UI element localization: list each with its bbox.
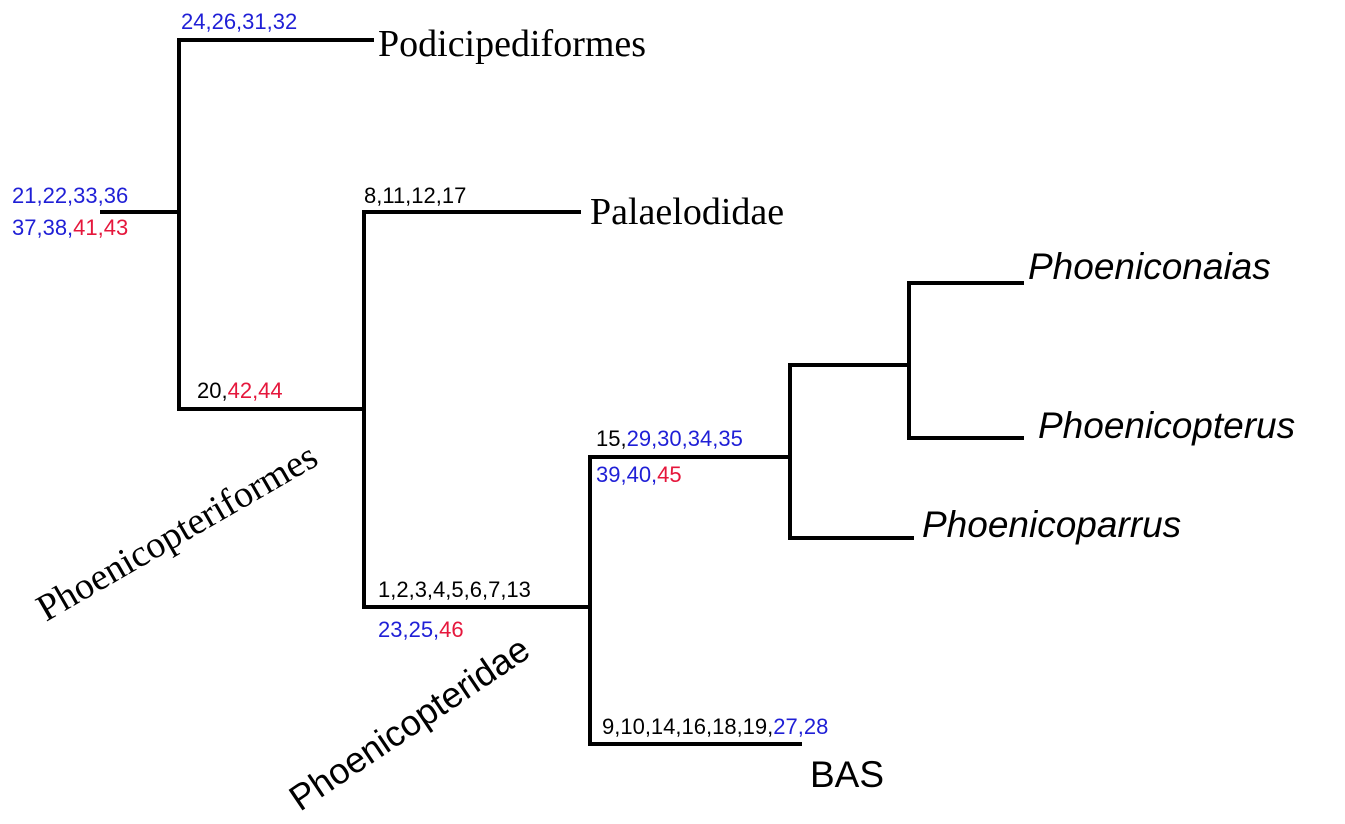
character-segment: 24,26,31,32 (181, 9, 297, 34)
character-segment: 1,2,3,4,5,6,7,13 (378, 577, 531, 602)
clade-phoenicopteridae: Phoenicopteridae (282, 628, 537, 819)
taxon-phoenicopterus: Phoenicopterus (1038, 405, 1295, 446)
character-labels: 24,26,31,32 21,22,33,36 37,38,41,43 8,11… (12, 9, 828, 739)
character-segment: 29,30,34,35 (627, 426, 743, 451)
character-segment: 27,28 (773, 714, 828, 739)
taxon-phoenicoparrus: Phoenicoparrus (922, 504, 1181, 545)
characters-crown-line2: 39,40,45 (596, 462, 682, 487)
characters-bas: 9,10,14,16,18,19,27,28 (602, 714, 828, 739)
characters-palaelodidae: 8,11,12,17 (364, 183, 466, 208)
taxon-phoeniconaias: Phoeniconaias (1028, 246, 1271, 287)
taxon-bas: BAS (810, 754, 884, 795)
character-segment: 9,10,14,16,18,19, (602, 714, 773, 739)
character-segment: 42,44 (228, 378, 283, 403)
character-segment: 8,11,12,17 (364, 183, 466, 208)
characters-crown-line1: 15,29,30,34,35 (596, 426, 743, 451)
tree-branches (100, 38, 1024, 746)
characters-podicipediformes: 24,26,31,32 (181, 9, 297, 34)
characters-phoenicopteridae-line1: 1,2,3,4,5,6,7,13 (378, 577, 531, 602)
characters-root-line1: 21,22,33,36 (12, 183, 128, 208)
characters-phoenicopteriformes: 20,42,44 (197, 378, 283, 403)
clade-phoenicopteriformes: Phoenicopteriformes (30, 435, 325, 630)
character-segment: 41,43 (73, 215, 128, 240)
characters-phoenicopteridae-line2: 23,25,46 (378, 617, 464, 642)
taxon-palaelodidae: Palaelodidae (590, 191, 784, 233)
character-segment: 20, (197, 378, 228, 403)
character-segment: 39,40, (596, 462, 657, 487)
characters-root-line2: 37,38,41,43 (12, 215, 128, 240)
character-segment: 15, (596, 426, 627, 451)
character-segment: 46 (439, 617, 463, 642)
character-segment: 23,25, (378, 617, 439, 642)
character-segment: 21,22,33,36 (12, 183, 128, 208)
taxon-podicipediformes: Podicipediformes (378, 23, 646, 65)
character-segment: 45 (657, 462, 681, 487)
character-segment: 37,38, (12, 215, 73, 240)
